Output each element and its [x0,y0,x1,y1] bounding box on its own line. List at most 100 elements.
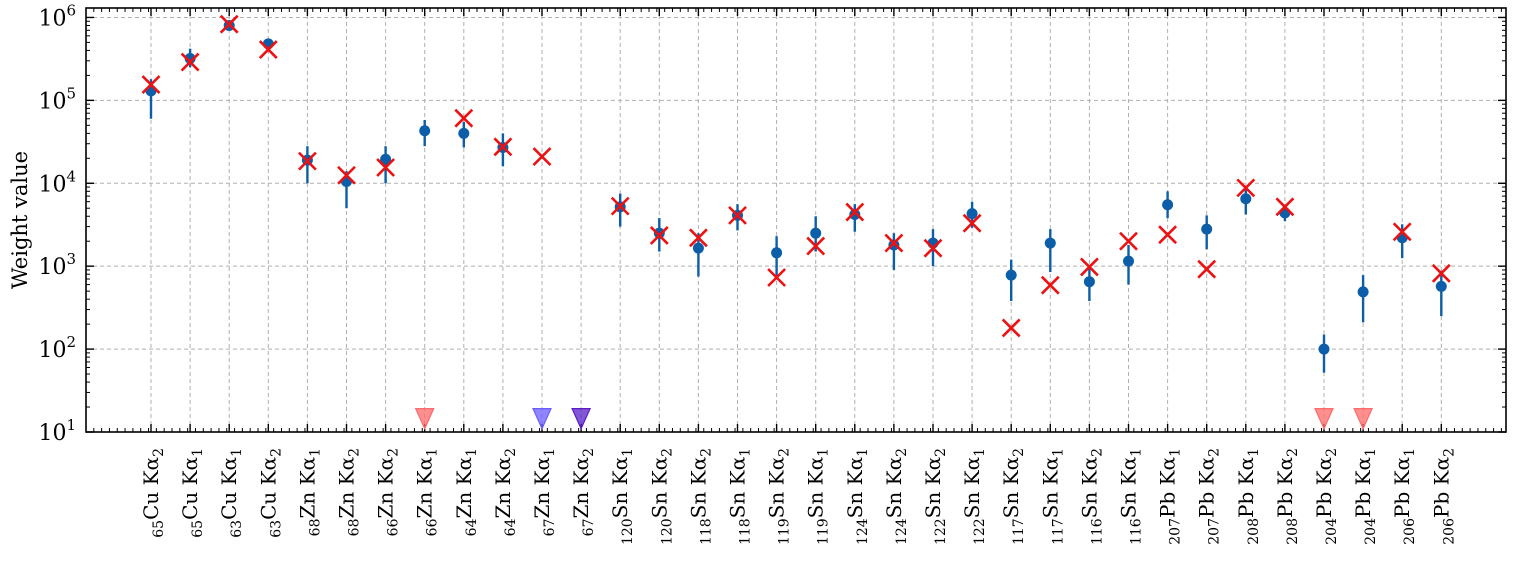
y-tick-base: 10 [38,255,66,280]
mass-number: 206 [1402,518,1418,545]
element-line: Zn Kα [530,457,554,519]
element-line: Cu Kα [178,457,202,520]
element-line: Sn Kα [1038,457,1062,518]
x-stroke [337,165,356,185]
mass-number: 119 [816,518,832,545]
mass-number: 120 [620,518,636,545]
x-stroke [376,158,396,177]
x-category-label: 208Pb Kα2 [1273,448,1301,545]
line-index: 1 [1363,448,1379,457]
mass-number: 116 [1129,518,1145,545]
line-index: 2 [1285,448,1301,457]
x-stroke [923,238,943,258]
mass-number: 68 [307,519,323,537]
x-stroke [141,75,161,94]
line-index: 2 [268,448,284,457]
x-stroke [1040,275,1060,295]
element-line: Sn Kα [765,457,789,518]
y-tick-label: 101 [38,416,76,446]
element-line: Cu Kα [139,457,163,520]
element-line: Cu Kα [256,457,280,520]
reference-x-marker [337,165,356,185]
y-tick-base: 10 [38,6,66,31]
x-category-label: 124Sn Kα2 [882,448,910,545]
mass-number: 117 [1050,518,1066,545]
plot-frame [85,7,1507,433]
x-category-label: 65Cu Kα2 [139,448,167,538]
line-index: 1 [307,448,323,457]
measured-point [1162,199,1174,211]
reference-x-marker [180,52,200,72]
grid-layer [86,8,1506,433]
reference-x-marker [1119,231,1138,251]
element-line: Sn Kα [608,457,632,518]
tick-layer [86,8,1506,433]
y-tick-label: 105 [38,84,76,114]
measured-point [1083,276,1095,288]
x-category-label: 116Sn Kα2 [1077,448,1105,545]
mass-number: 66 [425,518,441,536]
element-line: Pb Kα [1156,457,1180,518]
measured-point [458,127,470,139]
x-category-label: 63Cu Kα2 [256,448,284,538]
element-line: Sn Kα [960,457,984,518]
mass-number: 66 [386,518,402,536]
x-category-label: 68Zn Kα2 [335,448,363,536]
x-category-label: 117Sn Kα1 [1038,448,1066,545]
line-index: 2 [1324,448,1340,457]
mass-number: 207 [1168,518,1184,545]
element-line: Zn Kα [413,457,437,519]
measured-point [380,153,392,165]
line-index: 2 [777,448,793,457]
mass-number: 118 [738,518,754,545]
x-stroke [1236,178,1256,198]
x-category-label: 116Sn Kα1 [1117,448,1145,545]
reference-x-marker [1275,197,1295,217]
x-stroke [454,108,474,128]
reference-x-marker [767,268,787,287]
upper-limit-triangle [571,408,592,431]
y-tick-exponent: 1 [66,416,76,434]
reference-x-marker [376,158,396,177]
reference-x-marker [649,225,669,245]
reference-x-marker [258,40,278,59]
line-index: 1 [816,448,832,457]
mass-number: 63 [229,520,245,538]
measured-point [1044,237,1056,249]
x-category-label: 66Zn Kα1 [413,448,441,536]
element-line: Sn Kα [882,457,906,518]
element-line: Sn Kα [999,457,1023,518]
x-stroke [180,52,200,72]
element-line: Sn Kα [1077,457,1101,518]
element-line: Sn Kα [843,457,867,518]
x-stroke [767,268,787,287]
x-stroke [962,213,982,233]
x-category-label: 204Pb Kα2 [1312,448,1340,545]
reference-x-marker [297,151,317,171]
element-line: Zn Kα [295,457,319,519]
measured-point [184,52,196,64]
x-stroke [649,225,669,245]
line-index: 1 [855,448,871,457]
reference-x-marker [141,75,161,94]
reference-x-marker [1079,257,1099,277]
element-line: Pb Kα [1273,457,1297,518]
element-line: Zn Kα [374,457,398,519]
measured-point [1318,343,1330,355]
mass-number: 124 [894,518,910,545]
element-line: Sn Kα [726,457,750,518]
measured-point [419,125,431,137]
line-index: 2 [698,448,714,457]
line-index: 1 [425,448,441,457]
x-stroke [297,151,317,171]
x-stroke [845,202,865,222]
x-stroke [1275,197,1295,217]
element-line: Sn Kα [921,457,945,518]
line-index: 1 [229,448,245,457]
measured-point [1357,286,1369,298]
upper-limit-triangle [414,408,435,431]
measured-point [771,247,783,259]
x-category-label: 64Zn Kα1 [452,448,480,536]
line-index: 2 [933,448,949,457]
element-line: Pb Kα [1195,457,1219,518]
